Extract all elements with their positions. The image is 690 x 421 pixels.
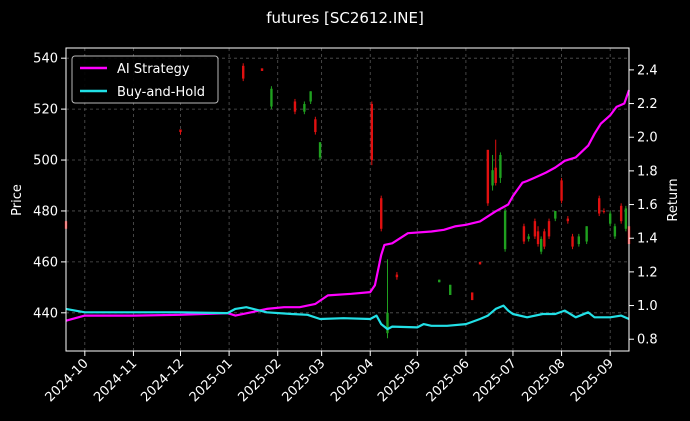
x-tick-label: 2024-11 <box>91 356 140 405</box>
candle-body <box>438 279 441 283</box>
candle-body <box>486 149 490 204</box>
series-lines <box>65 89 631 331</box>
candle-body <box>522 226 526 242</box>
candle-body <box>260 68 264 71</box>
candle-body <box>543 231 546 247</box>
y-tick-label: 440 <box>33 306 58 321</box>
y-tick-label: 520 <box>33 103 58 118</box>
y2-tick-label: 0.8 <box>637 333 658 348</box>
candle-body <box>499 154 502 178</box>
candles <box>64 63 631 339</box>
candle-body <box>527 236 530 239</box>
candle-body <box>571 236 574 247</box>
candle-body <box>533 221 537 237</box>
candle-body <box>449 284 452 295</box>
candle-body <box>478 261 482 265</box>
x-tick-label: 2025-08 <box>519 356 568 405</box>
y2-tick-label: 2.0 <box>637 131 658 146</box>
price-axis: 440 460 480 500 520 540 <box>33 52 66 321</box>
chart-title: futures [SC2612.INE] <box>266 9 424 27</box>
legend: AI Strategy Buy-and-Hold <box>71 55 219 104</box>
candle-body <box>395 274 399 278</box>
buy-and-hold-line <box>65 304 630 331</box>
candle-body <box>539 238 543 252</box>
y2-tick-label: 1.6 <box>637 198 658 213</box>
candle-body <box>470 292 474 301</box>
y2-tick-label: 1.8 <box>637 164 658 179</box>
plot-frame <box>65 47 630 352</box>
y-tick-label: 500 <box>33 154 58 169</box>
candle-body <box>303 104 306 112</box>
x-tick-label: 2025-06 <box>424 356 473 405</box>
candle-body <box>318 142 322 158</box>
x-tick-label: 2025-04 <box>328 356 377 405</box>
candle-body <box>536 231 540 245</box>
candle-body <box>270 88 273 107</box>
y-tick-label: 460 <box>33 255 58 270</box>
x-tick-label: 2025-03 <box>279 356 328 405</box>
y-tick-label: 480 <box>33 204 58 219</box>
y-axis-label: Price <box>10 184 25 216</box>
x-tick-label: 2025-01 <box>187 356 236 405</box>
ai-strategy-line <box>65 89 631 322</box>
candle-body <box>585 226 588 242</box>
y2-tick-label: 1.2 <box>637 265 658 280</box>
candle-body <box>554 210 557 219</box>
candle-body <box>602 210 606 212</box>
y2-tick-label: 2.4 <box>637 63 658 78</box>
candle-body <box>566 218 570 222</box>
y2-axis-label: Return <box>666 178 681 221</box>
return-axis: 0.8 1.0 1.2 1.4 1.6 1.8 2.0 2.2 2.4 <box>629 63 658 348</box>
candle-body <box>309 91 312 102</box>
candle-body <box>494 167 497 183</box>
y2-tick-label: 2.2 <box>637 97 658 112</box>
grid <box>66 48 629 351</box>
candle-body <box>619 205 623 222</box>
candle-body <box>560 180 563 201</box>
candle-body <box>179 129 182 133</box>
legend-box <box>71 55 219 104</box>
y2-tick-label: 1.0 <box>637 299 658 314</box>
candle-body <box>380 198 383 229</box>
candle-body <box>386 312 389 334</box>
candle-body <box>613 226 617 237</box>
x-tick-label: 2024-10 <box>43 356 92 405</box>
x-tick-label: 2025-02 <box>236 356 285 405</box>
y2-tick-label: 1.4 <box>637 232 658 247</box>
x-tick-label: 2025-07 <box>471 356 520 405</box>
candle-body <box>598 198 601 214</box>
x-tick-label: 2025-09 <box>568 356 617 405</box>
legend-label-buy-and-hold: Buy-and-Hold <box>117 85 205 100</box>
candle-body <box>577 236 581 245</box>
candle-body <box>547 221 551 237</box>
candle-body <box>242 65 245 79</box>
y-tick-label: 540 <box>33 52 58 67</box>
candle-body <box>314 119 317 133</box>
legend-label-ai-strategy: AI Strategy <box>117 62 190 77</box>
candle-body <box>293 101 297 112</box>
candle-body <box>370 104 374 161</box>
x-tick-label: 2024-12 <box>138 356 187 405</box>
candle-body <box>503 210 507 250</box>
x-tick-label: 2025-05 <box>375 356 424 405</box>
candle-body <box>608 213 612 224</box>
candle-body <box>491 170 494 186</box>
candle-body <box>624 208 628 229</box>
